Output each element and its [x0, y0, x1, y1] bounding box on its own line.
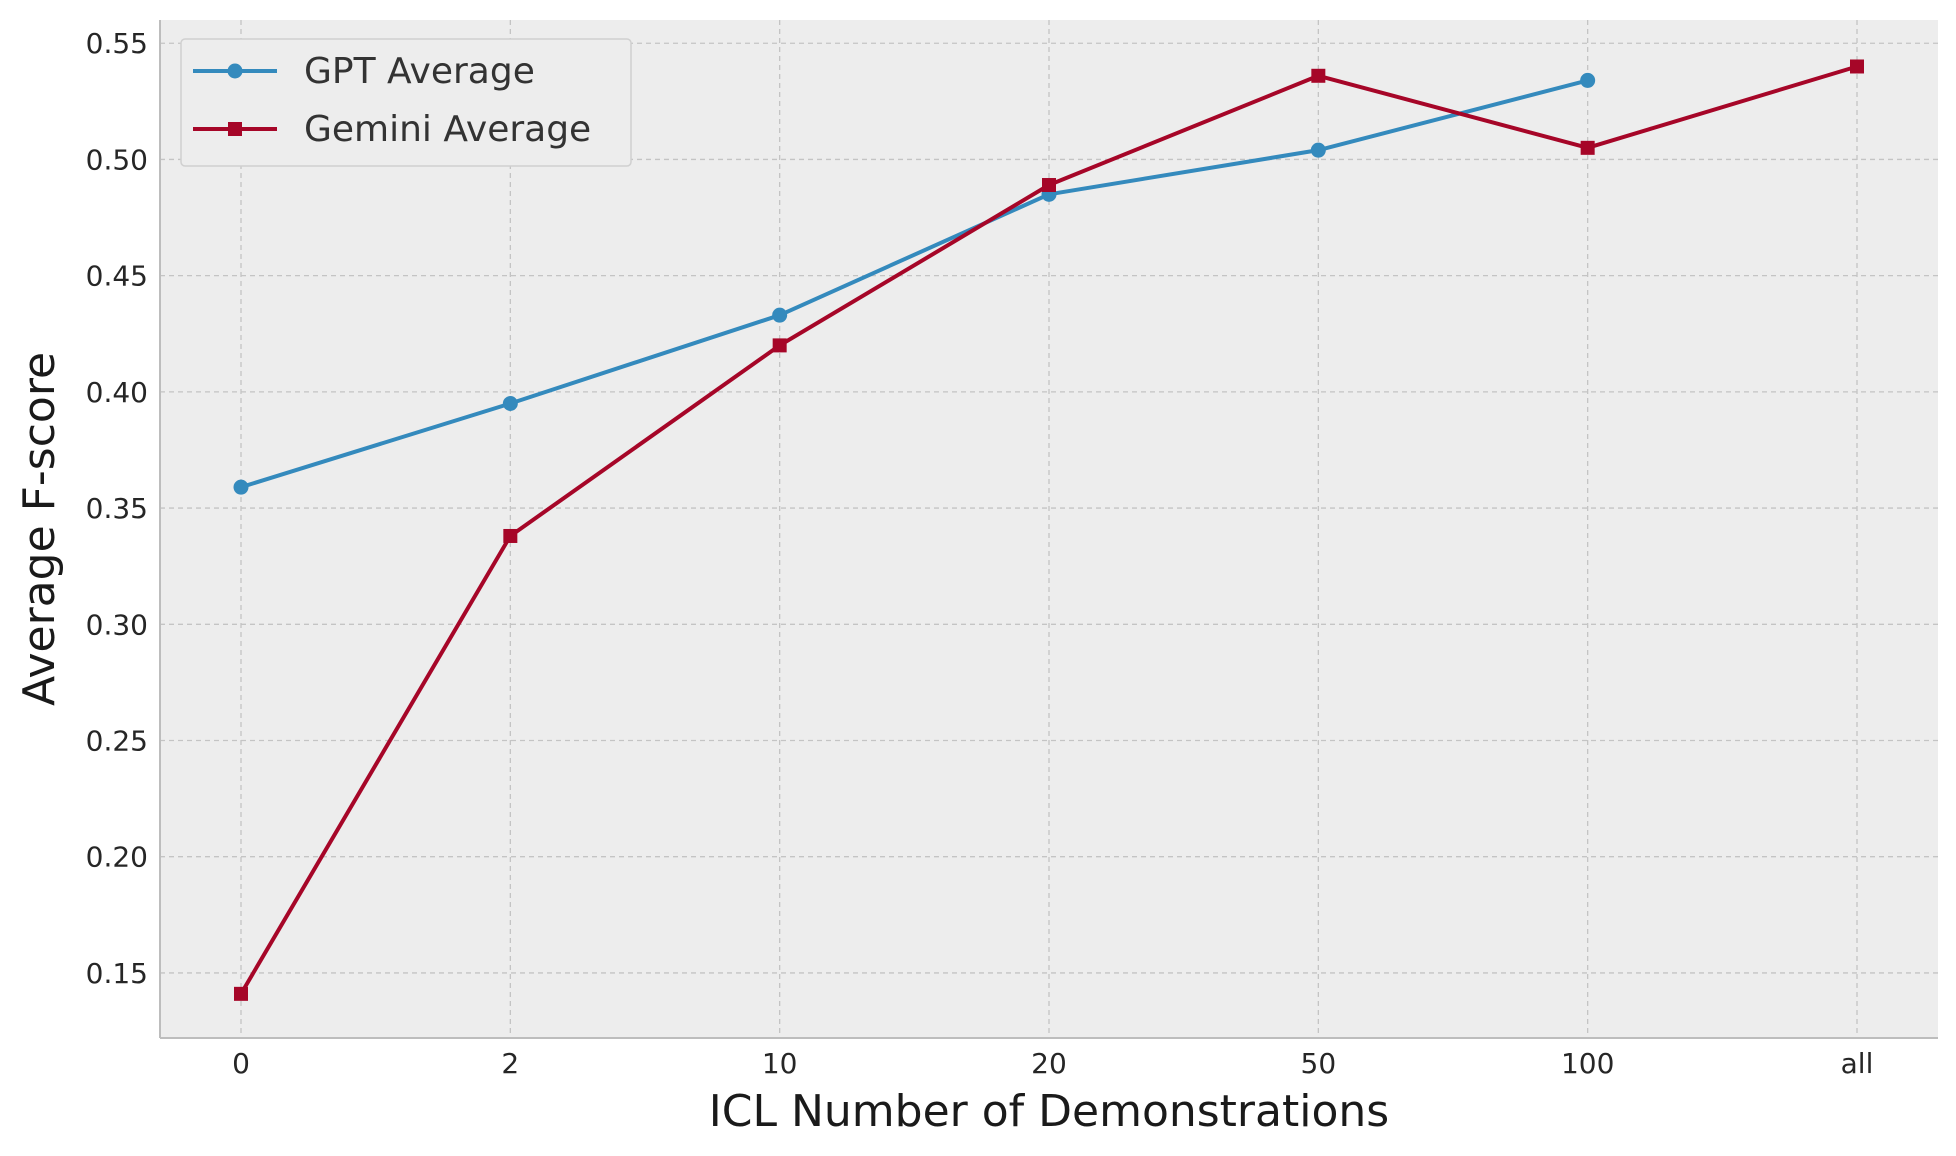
y-tick-label: 0.25: [86, 725, 148, 758]
x-tick-label: 10: [762, 1047, 798, 1080]
x-tick-labels: 0 2 10 20 50 100 all: [232, 1047, 1873, 1080]
x-tick-label: 20: [1031, 1047, 1067, 1080]
legend-gemini-marker: [228, 122, 242, 136]
legend-gpt-marker: [227, 63, 243, 79]
y-tick-label: 0.55: [86, 27, 148, 60]
data-point-square: [1850, 59, 1864, 74]
x-tick-label: 0: [232, 1047, 250, 1080]
series-gemini: [234, 59, 1864, 1001]
x-tick-label: 50: [1301, 1047, 1337, 1080]
x-tick-label: 100: [1561, 1047, 1614, 1080]
data-point-square: [503, 528, 518, 543]
data-point-circle: [772, 307, 788, 323]
data-point-circle: [1580, 72, 1596, 88]
y-tick-label: 0.20: [86, 841, 148, 874]
x-axis-title: ICL Number of Demonstrations: [709, 1086, 1389, 1137]
y-tick-label: 0.30: [86, 608, 148, 641]
y-tick-label: 0.45: [86, 260, 148, 293]
y-tick-label: 0.35: [86, 492, 148, 525]
y-tick-labels: 0.15 0.20 0.25 0.30 0.35 0.40 0.45 0.50 0.55: [86, 27, 148, 990]
data-point-circle: [233, 479, 249, 495]
data-point-square: [1311, 68, 1326, 83]
series-line: [240, 78, 1589, 490]
data-point-square: [1042, 178, 1056, 193]
y-tick-label: 0.40: [86, 376, 148, 409]
x-tick-label: 2: [501, 1047, 519, 1080]
data-series: [233, 59, 1864, 1001]
axis-spines: [159, 20, 1938, 1039]
legend-box: [180, 38, 632, 167]
data-point-square: [234, 986, 248, 1001]
legend: GPT Average Gemini Average: [180, 38, 632, 167]
y-tick-label: 0.15: [86, 957, 148, 990]
data-point-square: [1580, 140, 1595, 155]
y-tick-label: 0.50: [86, 143, 148, 176]
x-tick-label: all: [1841, 1047, 1874, 1080]
series-gpt: [233, 72, 1596, 495]
data-point-circle: [502, 395, 518, 411]
data-point-square: [772, 338, 787, 353]
data-point-circle: [1310, 142, 1326, 158]
legend-gemini-label: Gemini Average: [304, 109, 591, 150]
legend-gpt-label: GPT Average: [304, 51, 535, 92]
y-axis-title: Average F-score: [14, 352, 65, 706]
